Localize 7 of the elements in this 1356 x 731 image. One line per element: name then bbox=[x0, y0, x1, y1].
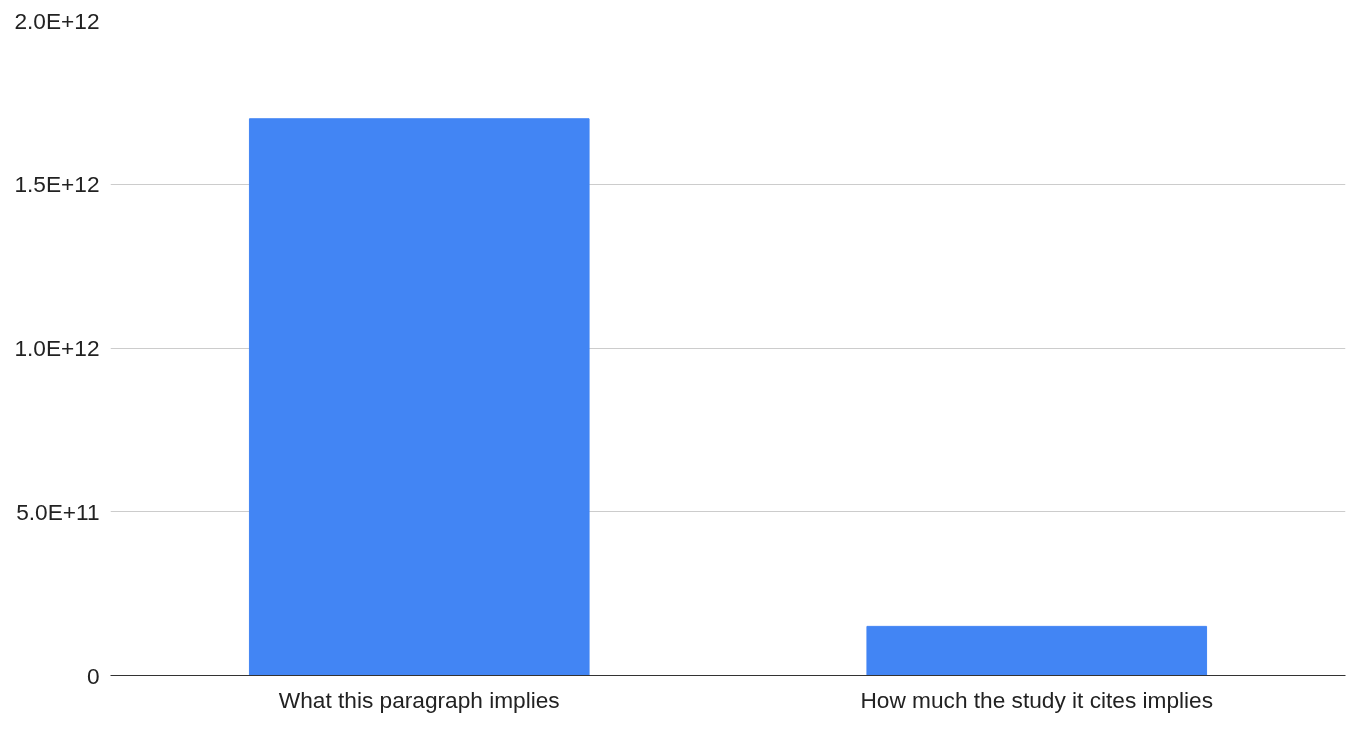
y-tick-label: 0 bbox=[86, 662, 100, 689]
x-tick-label: How much the study it cites implies bbox=[860, 686, 1214, 713]
y-tick-label: 2.0E+12 bbox=[14, 7, 100, 34]
y-tick-label: 1.0E+12 bbox=[14, 335, 100, 361]
y-tick-label: 1.5E+12 bbox=[14, 171, 100, 198]
y-tick-label: 5.0E+11 bbox=[16, 498, 100, 525]
x-tick-label: What this paragraph implies bbox=[278, 686, 560, 713]
